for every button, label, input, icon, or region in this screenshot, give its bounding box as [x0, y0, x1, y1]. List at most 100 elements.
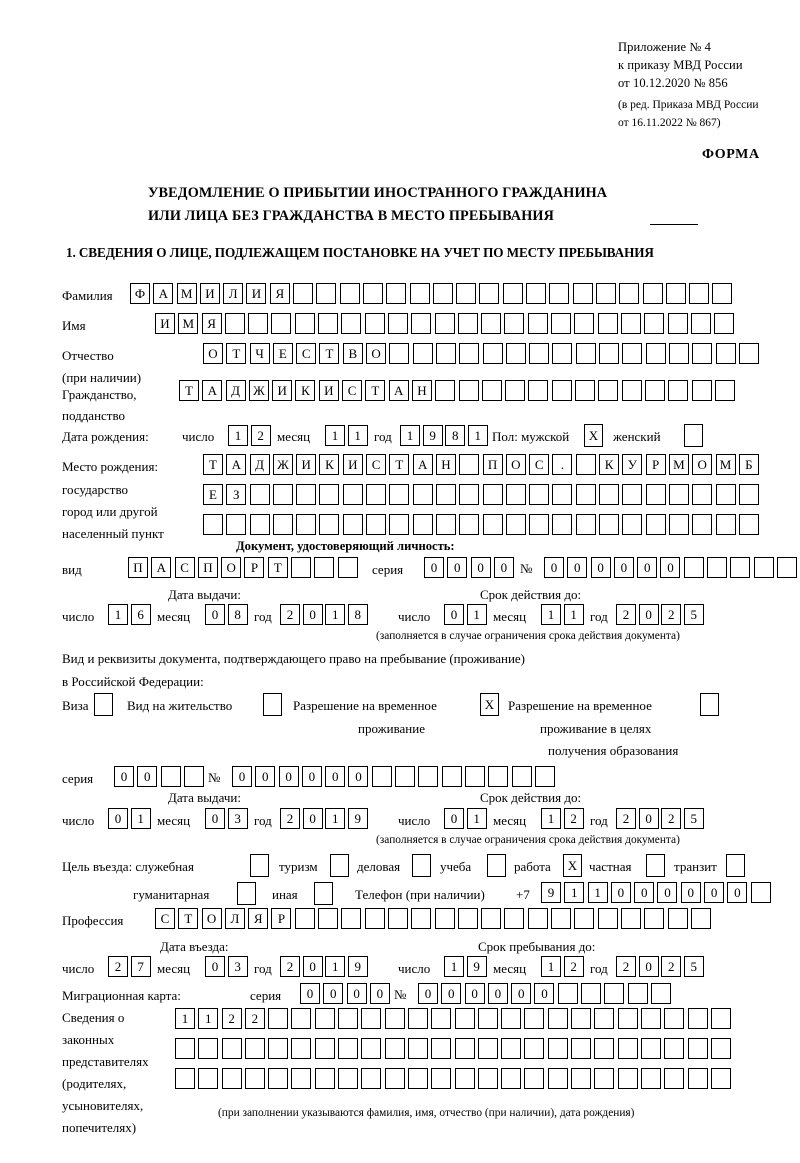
char-cell[interactable] — [551, 908, 572, 929]
char-cell[interactable]: Б — [738, 454, 759, 475]
char-cell[interactable]: Р — [271, 908, 292, 929]
char-cell[interactable] — [183, 766, 204, 787]
char-cell[interactable]: Т — [178, 908, 199, 929]
char-cell[interactable]: Е — [272, 343, 293, 364]
char-cell[interactable] — [362, 283, 383, 304]
char-cell[interactable] — [481, 380, 502, 401]
char-cell[interactable]: 0 — [137, 766, 158, 787]
char-cell[interactable]: 9 — [422, 425, 443, 446]
char-cell[interactable] — [384, 1068, 405, 1089]
checkbox-purpose-business[interactable] — [412, 854, 431, 877]
char-cell[interactable] — [291, 1068, 312, 1089]
char-cell[interactable] — [689, 283, 710, 304]
char-cell[interactable]: 0 — [660, 557, 681, 578]
checkbox-temp-edu[interactable] — [700, 693, 719, 716]
char-cell[interactable]: 2 — [563, 808, 584, 829]
char-cell[interactable] — [175, 1038, 195, 1059]
char-cell[interactable] — [692, 343, 713, 364]
char-cell[interactable]: 1 — [466, 808, 487, 829]
char-cell[interactable]: П — [128, 557, 148, 578]
char-cell[interactable]: Д — [249, 454, 270, 475]
char-cell[interactable]: 1 — [587, 882, 608, 903]
char-cell[interactable]: 7 — [130, 956, 151, 977]
char-cell[interactable] — [575, 484, 596, 505]
char-cell[interactable]: Ж — [248, 380, 269, 401]
char-cell[interactable] — [738, 514, 759, 535]
char-cell[interactable] — [571, 1008, 592, 1029]
char-cell[interactable]: С — [155, 908, 175, 929]
char-cell[interactable] — [412, 484, 433, 505]
char-cell[interactable] — [384, 1038, 405, 1059]
birthplace-row-3-cells[interactable] — [203, 514, 759, 535]
char-cell[interactable] — [714, 380, 735, 401]
char-cell[interactable] — [294, 908, 315, 929]
char-cell[interactable]: Р — [645, 454, 666, 475]
char-cell[interactable]: 0 — [232, 766, 252, 787]
char-cell[interactable] — [291, 1008, 312, 1029]
char-cell[interactable] — [459, 454, 480, 475]
char-cell[interactable]: 0 — [205, 956, 225, 977]
char-cell[interactable] — [501, 1038, 522, 1059]
char-cell[interactable]: Д — [225, 380, 246, 401]
char-cell[interactable]: Н — [435, 454, 456, 475]
char-cell[interactable] — [454, 1068, 475, 1089]
char-cell[interactable] — [710, 1038, 731, 1059]
char-cell[interactable] — [221, 1038, 242, 1059]
char-cell[interactable]: 0 — [205, 808, 225, 829]
char-cell[interactable]: 1 — [347, 425, 368, 446]
checkbox-visa[interactable] — [94, 693, 113, 716]
char-cell[interactable] — [511, 766, 532, 787]
char-cell[interactable]: 8 — [347, 604, 368, 625]
char-cell[interactable] — [505, 484, 526, 505]
char-cell[interactable]: 1 — [175, 1008, 195, 1029]
char-cell[interactable]: С — [296, 343, 317, 364]
char-cell[interactable] — [594, 1038, 615, 1059]
char-cell[interactable] — [598, 380, 619, 401]
char-cell[interactable] — [318, 908, 339, 929]
char-cell[interactable]: Н — [411, 380, 432, 401]
char-cell[interactable] — [617, 1008, 638, 1029]
char-cell[interactable] — [599, 343, 620, 364]
char-cell[interactable] — [319, 514, 340, 535]
char-cell[interactable] — [441, 766, 462, 787]
char-cell[interactable]: И — [318, 380, 339, 401]
char-cell[interactable] — [645, 343, 666, 364]
char-cell[interactable] — [644, 908, 665, 929]
char-cell[interactable]: 1 — [325, 808, 346, 829]
char-cell[interactable]: П — [197, 557, 218, 578]
checkbox-purpose-work[interactable]: X — [563, 854, 582, 877]
char-cell[interactable]: 0 — [418, 983, 438, 1004]
char-cell[interactable] — [504, 908, 525, 929]
char-cell[interactable] — [293, 283, 314, 304]
char-cell[interactable]: 1 — [467, 425, 488, 446]
char-cell[interactable]: 1 — [400, 425, 420, 446]
char-cell[interactable] — [221, 1068, 242, 1089]
char-cell[interactable]: 0 — [680, 882, 701, 903]
char-cell[interactable]: 1 — [130, 808, 151, 829]
char-cell[interactable] — [481, 313, 502, 334]
checkbox-sex-male[interactable]: X — [584, 424, 603, 447]
char-cell[interactable] — [249, 514, 270, 535]
char-cell[interactable] — [692, 484, 713, 505]
char-cell[interactable]: 3 — [227, 808, 248, 829]
char-cell[interactable] — [534, 766, 555, 787]
char-cell[interactable]: И — [199, 283, 220, 304]
char-cell[interactable]: 2 — [280, 808, 300, 829]
char-cell[interactable] — [505, 380, 526, 401]
char-cell[interactable]: 9 — [541, 882, 561, 903]
char-cell[interactable] — [505, 343, 526, 364]
char-cell[interactable] — [389, 484, 410, 505]
char-cell[interactable] — [753, 557, 774, 578]
checkbox-purpose-humanitarian[interactable] — [237, 882, 256, 905]
char-cell[interactable]: Я — [201, 313, 222, 334]
